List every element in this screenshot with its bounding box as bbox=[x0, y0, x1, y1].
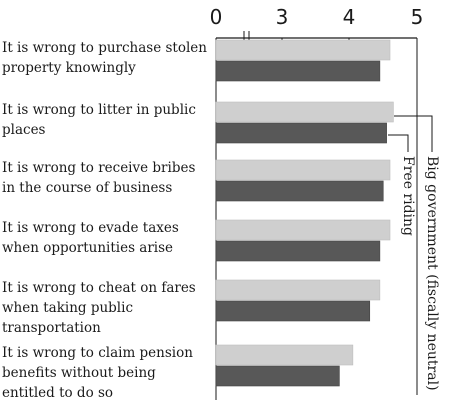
category-label: It is wrong to evade taxes when opportun… bbox=[2, 220, 179, 256]
category-label: It is wrong to litter in public places bbox=[2, 102, 196, 138]
category-label: It is wrong to purchase stolen property … bbox=[2, 40, 207, 76]
x-tick-label: 0 bbox=[210, 5, 223, 29]
category-label: It is wrong to receive bribes in the cou… bbox=[2, 160, 196, 196]
bar bbox=[215, 219, 391, 241]
bar bbox=[215, 279, 381, 301]
bar bbox=[215, 365, 340, 387]
x-tick-label: 3 bbox=[276, 5, 289, 29]
bar bbox=[215, 159, 391, 181]
bar bbox=[215, 101, 394, 123]
bar bbox=[215, 60, 381, 82]
category-label: It is wrong to cheat on fares when takin… bbox=[2, 280, 196, 336]
leader-line-free-riding bbox=[388, 134, 409, 152]
bar bbox=[215, 39, 391, 61]
x-tick-label: 5 bbox=[411, 5, 424, 29]
bar bbox=[215, 240, 381, 262]
bar bbox=[215, 180, 384, 202]
x-tick-label: 4 bbox=[343, 5, 356, 29]
leader-line-big-government bbox=[394, 115, 433, 152]
bar bbox=[215, 344, 354, 366]
category-label: It is wrong to claim pension benefits wi… bbox=[2, 345, 193, 401]
bar bbox=[215, 300, 371, 322]
series-label-big-government: Big government (fiscally neutral) bbox=[424, 156, 440, 391]
bar bbox=[215, 122, 387, 144]
series-label-free-riding: Free riding bbox=[400, 156, 416, 236]
